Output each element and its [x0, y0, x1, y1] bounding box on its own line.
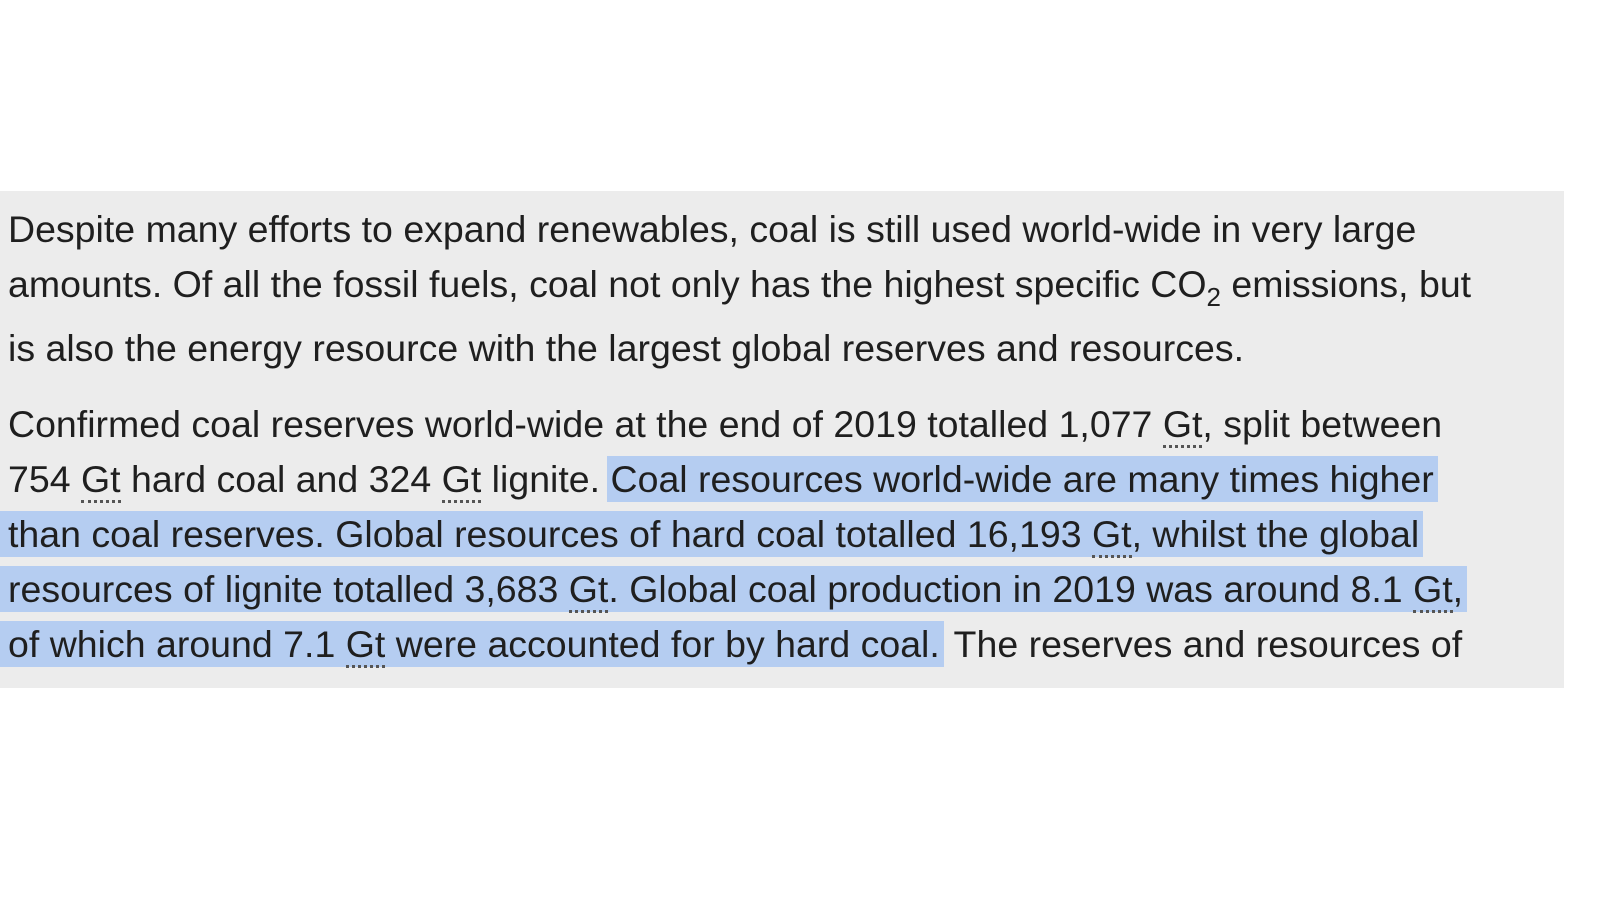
gigatonne-abbreviation[interactable]: Gt	[441, 458, 482, 503]
text-line: is also the energy resource with the lar…	[8, 321, 1564, 376]
text-run: emissions, but	[1221, 263, 1472, 305]
gigatonne-abbreviation[interactable]: Gt	[81, 458, 121, 503]
gigatonne-abbreviation[interactable]: Gt	[345, 623, 386, 668]
text-run: , split between	[1202, 403, 1443, 445]
article-text-band: Despite many efforts to expand renewable…	[0, 191, 1564, 688]
text-run: is also the energy resource with the lar…	[8, 327, 1245, 369]
text-line: 754 Gt hard coal and 324 Gt lignite. Coa…	[8, 452, 1564, 507]
text-run: of which around 7.1	[8, 623, 346, 665]
text-run: ,	[1452, 568, 1464, 610]
text-line: Confirmed coal reserves world-wide at th…	[8, 397, 1564, 452]
text-run: amounts. Of all the fossil fuels, coal n…	[8, 263, 1207, 305]
text-run: Confirmed coal reserves world-wide at th…	[8, 403, 1163, 445]
gigatonne-abbreviation[interactable]: Gt	[1162, 403, 1203, 448]
text-line: of which around 7.1 Gt were accounted fo…	[0, 617, 1564, 672]
selected-text: resources of lignite totalled 3,683 Gt. …	[0, 566, 1468, 613]
selected-text: of which around 7.1 Gt were accounted fo…	[0, 621, 944, 668]
text-line: amounts. Of all the fossil fuels, coal n…	[8, 257, 1564, 321]
paragraph-intro: Despite many efforts to expand renewable…	[8, 202, 1564, 376]
selected-text: than coal reserves. Global resources of …	[0, 511, 1424, 558]
text-line: resources of lignite totalled 3,683 Gt. …	[0, 562, 1564, 617]
text-run: hard coal and 324	[120, 458, 442, 500]
gigatonne-abbreviation[interactable]: Gt	[1413, 568, 1453, 613]
text-run: The reserves and resources of	[943, 623, 1463, 665]
text-run: lignite.	[481, 458, 611, 500]
text-run: . Global coal production in 2019 was aro…	[608, 568, 1414, 610]
text-run: resources of lignite totalled 3,683	[8, 568, 569, 610]
text-run: 754	[8, 458, 81, 500]
text-line: Despite many efforts to expand renewable…	[8, 202, 1564, 257]
text-run: Despite many efforts to expand renewable…	[8, 208, 1417, 250]
paragraph-reserves: Confirmed coal reserves world-wide at th…	[0, 397, 1564, 672]
text-run: than coal reserves. Global resources of …	[8, 513, 1092, 555]
gigatonne-abbreviation[interactable]: Gt	[568, 568, 609, 613]
subscript-2: 2	[1206, 282, 1221, 313]
selected-text: Coal resources world-wide are many times…	[606, 456, 1438, 502]
text-run: , whilst the global	[1131, 513, 1420, 555]
gigatonne-abbreviation[interactable]: Gt	[1091, 513, 1132, 558]
text-run: were accounted for by hard coal.	[385, 623, 940, 665]
text-line: than coal reserves. Global resources of …	[0, 507, 1564, 562]
